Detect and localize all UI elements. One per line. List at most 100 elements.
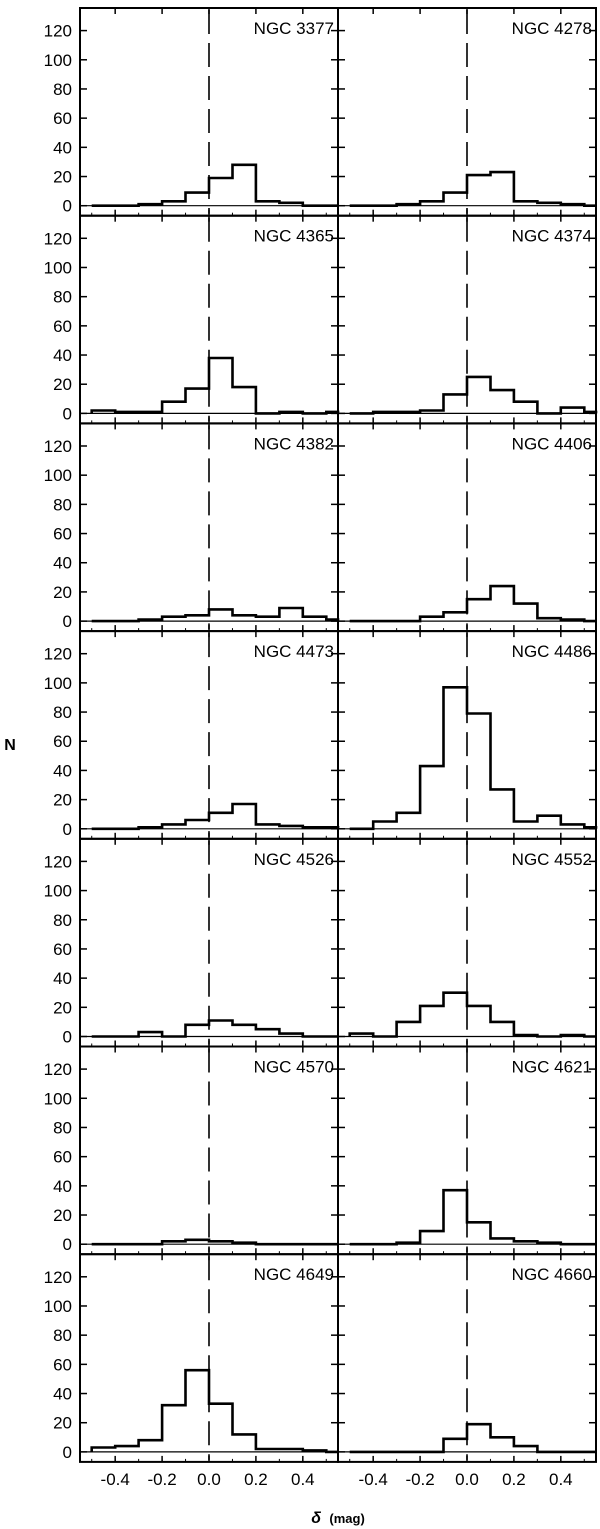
y-tick-label: 20: [53, 375, 72, 394]
histogram-series: [349, 1188, 596, 1246]
frames-group: [79, 7, 597, 1463]
x-tick-label: 0.0: [455, 1470, 479, 1489]
panel-ngc-4621: NGC 4621: [338, 1046, 596, 1255]
panel-ngc-4406: NGC 4406: [338, 423, 596, 632]
panel-ngc-4365: NGC 4365: [80, 215, 340, 424]
panel-label: NGC 4660: [512, 1265, 592, 1284]
panel-label: NGC 4473: [254, 642, 334, 661]
panel-frame: [337, 1253, 597, 1463]
y-tick-label: 120: [44, 22, 72, 41]
x-tick-label: -0.4: [101, 1470, 130, 1489]
y-tick-label: 120: [44, 229, 72, 248]
panel-ngc-4552: NGC 4552: [338, 838, 596, 1047]
histogram-series: [91, 802, 340, 831]
y-tick-label: 0: [63, 1235, 72, 1254]
y-tick-label: 120: [44, 852, 72, 871]
histogram-series: [91, 1238, 338, 1246]
panel-label: NGC 4570: [254, 1058, 334, 1077]
y-tick-label: 0: [63, 612, 72, 631]
histogram-series: [91, 1019, 338, 1038]
histogram-series: [349, 584, 596, 623]
x-tick-label: 0.2: [244, 1470, 268, 1489]
histogram-series: [90, 1368, 338, 1454]
y-tick-labels-group: 0 20 40 60 80 100 120 0 20 40 60 80 100 120 0 20 40 60 80 1…: [44, 22, 72, 1462]
panel-label: NGC 4278: [512, 19, 592, 38]
y-tick-label: 0: [63, 404, 72, 423]
y-tick-label: 60: [53, 317, 72, 336]
y-tick-label: 120: [44, 645, 72, 664]
y-tick-label: 100: [44, 258, 72, 277]
histogram-series: [349, 375, 598, 415]
y-tick-label: 60: [53, 1355, 72, 1374]
y-tick-label: 60: [53, 109, 72, 128]
x-tick-label: -0.4: [359, 1470, 388, 1489]
y-tick-label: 120: [44, 1060, 72, 1079]
y-tick-label: 60: [53, 1148, 72, 1167]
panel-label: NGC 4382: [254, 434, 334, 453]
panel-label: NGC 3377: [254, 19, 334, 38]
y-tick-label: 60: [53, 525, 72, 544]
x-tick-label: 0.0: [197, 1470, 221, 1489]
y-tick-label: 100: [44, 1297, 72, 1316]
y-tick-label: 80: [53, 80, 72, 99]
x-axis-unit: (mag): [329, 1511, 364, 1526]
y-tick-label: 40: [53, 1385, 72, 1404]
panel-ngc-4382: NGC 4382: [80, 423, 340, 632]
x-tick-label: -0.2: [147, 1470, 176, 1489]
y-tick-label: 40: [53, 138, 72, 157]
x-tick-label: 0.4: [291, 1470, 315, 1489]
panel-ngc-3377: NGC 3377: [80, 8, 338, 216]
panel-ngc-4660: NGC 4660: [338, 1254, 596, 1462]
panel-label: NGC 4486: [512, 642, 592, 661]
histogram-series: [91, 606, 340, 623]
y-tick-label: 120: [44, 437, 72, 456]
y-tick-label: 100: [44, 466, 72, 485]
histogram-series: [349, 170, 596, 207]
y-tick-label: 20: [53, 583, 72, 602]
y-tick-label: 40: [53, 346, 72, 365]
y-tick-label: 80: [53, 703, 72, 722]
y-tick-label: 80: [53, 495, 72, 514]
panel-label: NGC 4621: [512, 1058, 592, 1077]
panel-label: NGC 4526: [254, 850, 334, 869]
y-tick-label: 80: [53, 1118, 72, 1137]
x-tick-label: -0.2: [405, 1470, 434, 1489]
x-axis-symbol: δ: [311, 1510, 321, 1527]
y-tick-label: 0: [63, 197, 72, 216]
histogram-series: [348, 991, 596, 1038]
y-tick-label: 0: [63, 1028, 72, 1047]
y-tick-label: 40: [53, 969, 72, 988]
y-tick-label: 100: [44, 51, 72, 70]
y-tick-label: 0: [63, 820, 72, 839]
y-tick-label: 80: [53, 1326, 72, 1345]
y-tick-label: 40: [53, 761, 72, 780]
panel-label: NGC 4406: [512, 434, 592, 453]
y-tick-label: 20: [53, 998, 72, 1017]
y-tick-label: 120: [44, 1268, 72, 1287]
panel-ngc-4486: NGC 4486: [338, 631, 598, 839]
histogram-series: [349, 686, 598, 831]
panel-label: NGC 4365: [254, 227, 334, 246]
panel-ngc-4649: NGC 4649: [80, 1254, 338, 1462]
y-tick-label: 100: [44, 1089, 72, 1108]
panel-ngc-4570: NGC 4570: [80, 1046, 338, 1255]
panel-ngc-4278: NGC 4278: [338, 8, 596, 216]
x-tick-label: 0.4: [549, 1470, 573, 1489]
histogram-series: [90, 356, 340, 415]
y-tick-label: 60: [53, 940, 72, 959]
x-axis-title: δ (mag): [311, 1510, 365, 1527]
y-tick-label: 40: [53, 554, 72, 573]
panel-label: NGC 4649: [254, 1265, 334, 1284]
histogram-series: [349, 1422, 596, 1454]
y-tick-label: 20: [53, 791, 72, 810]
y-tick-label: 100: [44, 882, 72, 901]
panel-label: NGC 4552: [512, 850, 592, 869]
panel-ngc-4473: NGC 4473: [80, 631, 340, 839]
y-tick-label: 40: [53, 1177, 72, 1196]
y-tick-label: 60: [53, 732, 72, 751]
x-tick-label: 0.2: [502, 1470, 526, 1489]
panel-label: NGC 4374: [512, 227, 592, 246]
panel-ngc-4526: NGC 4526: [80, 838, 338, 1047]
y-tick-label: 20: [53, 1206, 72, 1225]
